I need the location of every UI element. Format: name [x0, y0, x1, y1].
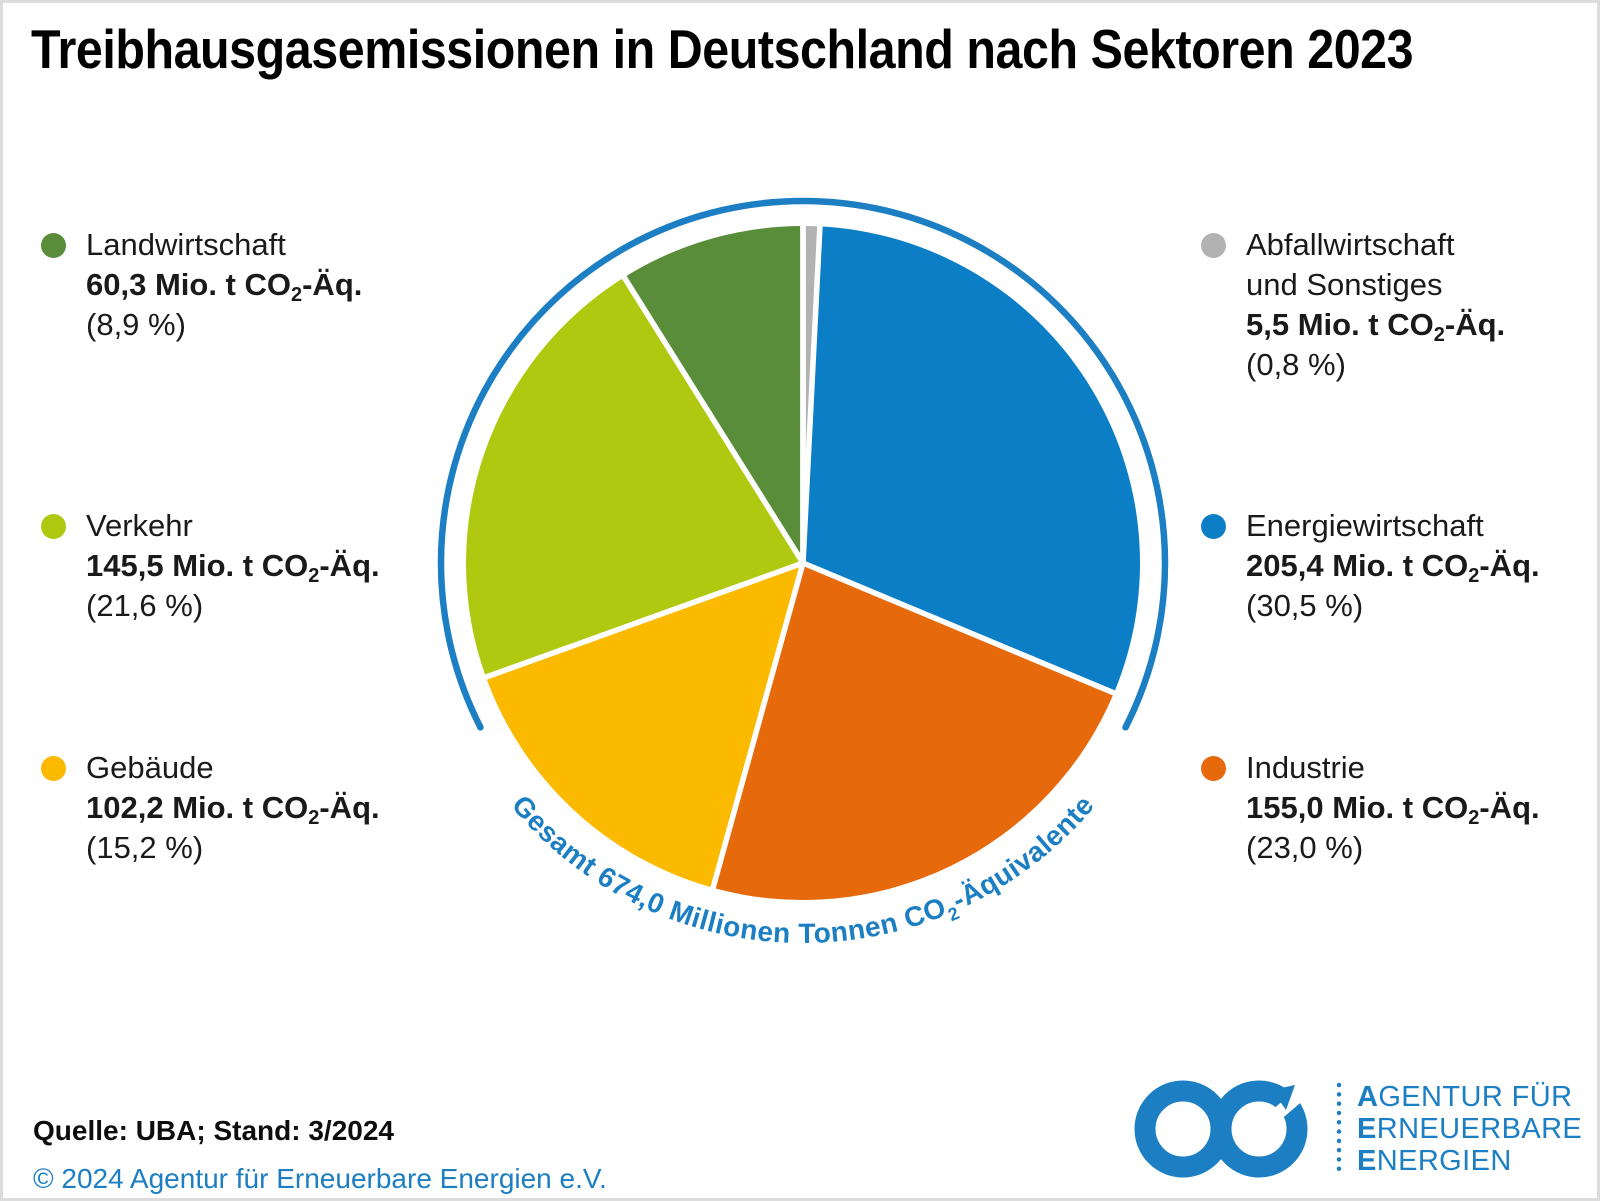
legend-bullet-energiewirtschaft — [1201, 514, 1226, 539]
legend-label: Landwirtschaft — [86, 227, 286, 262]
legend-value: 145,5 Mio. t CO2-Äq. — [86, 546, 380, 586]
legend-value-text: 60,3 Mio. t CO — [86, 267, 291, 302]
legend-value: 205,4 Mio. t CO2-Äq. — [1246, 546, 1540, 586]
legend-percent: (30,5 %) — [1246, 588, 1364, 623]
legend-item-gebaeude: Gebäude 102,2 Mio. t CO2-Äq. (15,2 %) — [41, 748, 380, 868]
legend-label: Verkehr — [86, 508, 193, 543]
legend-value: 5,5 Mio. t CO2-Äq. — [1246, 305, 1505, 345]
pie-slice-landwirtschaft — [624, 226, 803, 563]
logo-rest-text: NERGIEN — [1376, 1145, 1512, 1177]
aee-logo: AGENTUR FÜR ERNEUERBARE ENERGIEN — [1121, 1079, 1582, 1179]
logo-lead-letter: E — [1357, 1145, 1377, 1177]
logo-rest-text: RNEUERBARE — [1376, 1113, 1583, 1145]
legend-value: 155,0 Mio. t CO2-Äq. — [1246, 788, 1540, 828]
legend-bullet-abfallwirtschaft — [1201, 233, 1226, 258]
legend-percent: (21,6 %) — [86, 588, 204, 623]
dotted-divider — [1336, 1082, 1342, 1178]
legend-value-sub: 2 — [1433, 324, 1445, 346]
pie-outer-ring — [437, 197, 1169, 731]
legend-bullet-industrie — [1201, 756, 1226, 781]
legend-percent: (0,8 %) — [1246, 347, 1346, 382]
legend-value-sub: 2 — [1468, 807, 1480, 829]
logo-lead-letter: A — [1357, 1081, 1379, 1113]
logo-line: ERNEUERBARE — [1357, 1113, 1582, 1145]
legend-percent: (8,9 %) — [86, 307, 186, 342]
legend-label: Gebäude — [86, 750, 214, 785]
pie-slice-verkehr — [466, 277, 803, 678]
legend-value-text: 155,0 Mio. t CO — [1246, 790, 1469, 825]
legend-value-text: 102,2 Mio. t CO — [86, 790, 309, 825]
logo-rest-text: GENTUR FÜR — [1378, 1081, 1573, 1113]
pie-slice-divider — [801, 560, 1116, 696]
copyright-note: © 2024 Agentur für Erneuerbare Energien … — [33, 1163, 607, 1194]
legend-bullet-gebaeude — [41, 756, 66, 781]
legend-value-sub: 2 — [308, 565, 320, 587]
legend-value-suffix: -Äq. — [319, 790, 380, 825]
legend-bullet-landwirtschaft — [41, 233, 66, 258]
pie-chart: Gesamt 674,0 Millionen Tonnen CO2-Äquiva… — [437, 197, 1169, 949]
legend-value-sub: 2 — [308, 807, 320, 829]
logo-lead-letter: E — [1357, 1113, 1377, 1145]
legend-item-verkehr: Verkehr 145,5 Mio. t CO2-Äq. (21,6 %) — [41, 506, 380, 626]
legend-item-abfallwirtschaft: Abfallwirtschaft und Sonstiges 5,5 Mio. … — [1201, 225, 1505, 385]
legend-label: Industrie — [1246, 750, 1365, 785]
pie-slice-industrie — [713, 563, 1114, 901]
logo-line: ENERGIEN — [1357, 1145, 1582, 1177]
legend-item-energiewirtschaft: Energiewirtschaft 205,4 Mio. t CO2-Äq. (… — [1201, 506, 1540, 626]
legend-value: 102,2 Mio. t CO2-Äq. — [86, 788, 380, 828]
logo-line: AGENTUR FÜR — [1357, 1081, 1582, 1113]
legend-label-line2: und Sonstiges — [1246, 267, 1443, 302]
page-title: Treibhausgasemissionen in Deutschland na… — [31, 18, 1414, 80]
legend-value-sub: 2 — [1468, 565, 1480, 587]
legend-value-sub: 2 — [290, 284, 303, 306]
legend-value: 60,3 Mio. t CO2-Äq. — [86, 265, 362, 305]
legend-value-text: 145,5 Mio. t CO — [86, 548, 309, 583]
legend-percent: (23,0 %) — [1246, 830, 1364, 865]
legend-value-text: 205,4 Mio. t CO — [1246, 548, 1469, 583]
pie-slice-geb-ude — [485, 563, 803, 888]
pie-slice-divider — [710, 562, 806, 890]
legend-percent: (15,2 %) — [86, 830, 204, 865]
legend-value-suffix: -Äq. — [1479, 790, 1540, 825]
infinity-arrow-icon — [1134, 1080, 1308, 1178]
legend-value-suffix: -Äq. — [1444, 307, 1506, 342]
legend-value-suffix: -Äq. — [1479, 548, 1540, 583]
legend-value-suffix: -Äq. — [319, 548, 380, 583]
legend-label: Energiewirtschaft — [1246, 508, 1484, 543]
pie-slice-divider — [484, 560, 804, 681]
source-note: Quelle: UBA; Stand: 3/2024 — [33, 1115, 394, 1146]
legend-item-industrie: Industrie 155,0 Mio. t CO2-Äq. (23,0 %) — [1201, 748, 1540, 868]
pie-slice-divider — [800, 225, 823, 564]
legend-bullet-verkehr — [41, 514, 66, 539]
pie-slice-energiewirtschaft — [803, 226, 1140, 693]
legend-value-text: 5,5 Mio. t CO — [1246, 307, 1434, 342]
legend-item-landwirtschaft: Landwirtschaft 60,3 Mio. t CO2-Äq. (8,9 … — [41, 225, 362, 345]
pie-slice-divider — [621, 275, 806, 565]
legend-label: Abfallwirtschaft — [1246, 227, 1455, 262]
legend-value-suffix: -Äq. — [302, 267, 363, 302]
logo-wordmark: AGENTUR FÜR ERNEUERBARE ENERGIEN — [1357, 1081, 1582, 1177]
